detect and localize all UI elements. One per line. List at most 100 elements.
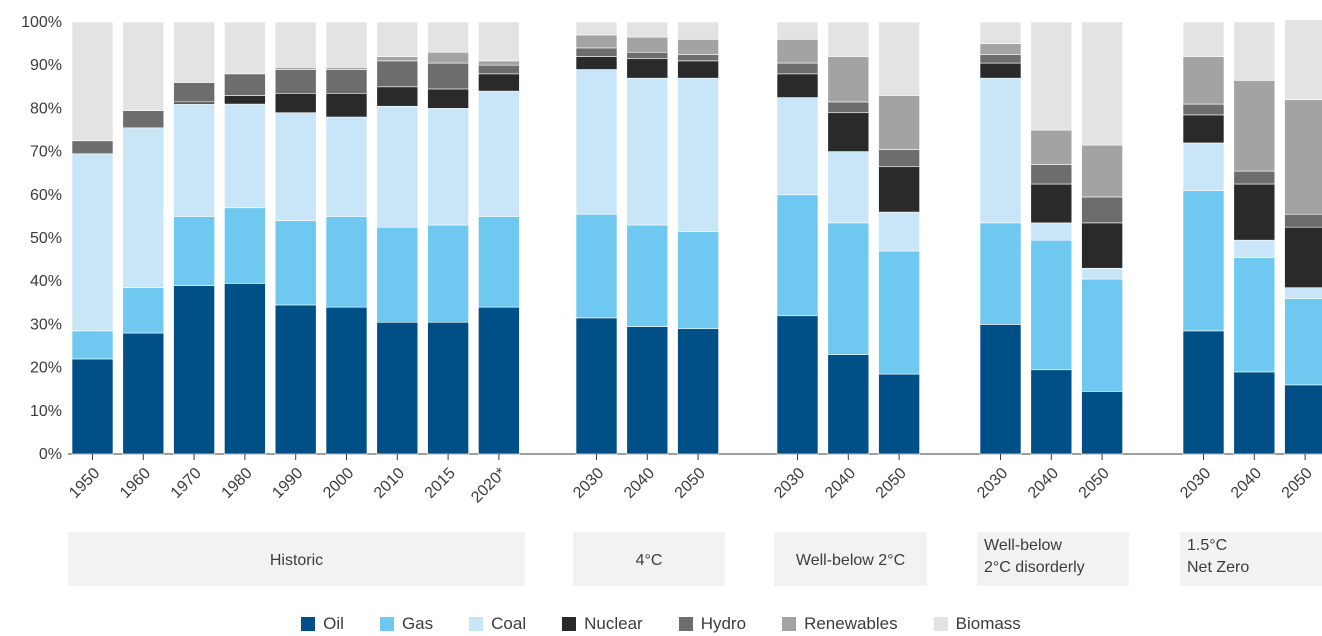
group-label: Well-below 2°C — [796, 552, 905, 569]
bar-segment — [1081, 21, 1123, 146]
legend-item: Biomass — [933, 614, 1021, 634]
group-box — [977, 532, 1129, 586]
bar-segment — [979, 43, 1022, 55]
legend-swatch — [562, 617, 577, 631]
bar-segment — [878, 373, 920, 455]
bar-segment — [173, 216, 215, 286]
y-tick-label: 30% — [30, 316, 62, 333]
bar-segment — [827, 151, 870, 224]
bar-segment — [122, 332, 165, 455]
legend-item: Gas — [379, 614, 434, 634]
bar-segment — [776, 97, 819, 196]
y-tick-label: 60% — [30, 187, 62, 204]
bar-segment — [1284, 226, 1322, 288]
bar-segment — [677, 328, 719, 455]
bar-segment — [224, 283, 266, 455]
bar-segment — [274, 21, 317, 68]
group-label: 2°C disorderly — [984, 559, 1085, 576]
bar-segment — [274, 92, 317, 114]
bar-segment — [71, 21, 114, 142]
bar-segment — [478, 306, 520, 455]
bar-segment — [224, 103, 266, 209]
x-tick-label: 2000 — [320, 465, 357, 502]
stacked-bar-chart: 0% 10% 20% 30% 40% 50% 60% 70% 80% 90% 100% 1950 196… — [21, 14, 1322, 586]
y-tick-label: 20% — [30, 360, 62, 377]
bar-segment — [478, 90, 520, 217]
bar-segment — [827, 21, 870, 57]
bar-segment — [575, 213, 618, 319]
bar-segment — [626, 58, 669, 79]
x-tick-label: 2020* — [468, 465, 510, 507]
group-box — [774, 532, 927, 586]
bar-segment — [71, 358, 114, 455]
bar-segment — [1081, 267, 1123, 280]
bar-segment — [827, 56, 870, 103]
bar-segment — [979, 222, 1022, 325]
bar-segment — [1182, 103, 1225, 116]
bar-segment — [478, 73, 520, 92]
group-label: Net Zero — [1187, 559, 1249, 576]
legend-swatch — [301, 617, 316, 631]
bar-segment — [677, 77, 719, 232]
group-label: Well-below — [984, 537, 1062, 554]
bar-segment — [122, 21, 165, 111]
bar-segment — [1030, 21, 1073, 131]
bar-segment — [575, 56, 618, 70]
bar-segment — [325, 21, 368, 68]
bar-segment — [878, 21, 920, 96]
bar-segment — [325, 216, 368, 308]
bar-segment — [122, 110, 165, 129]
x-tick-label: 2030 — [570, 465, 607, 502]
legend-item: Nuclear — [562, 614, 643, 634]
legend-label: Renewables — [804, 614, 898, 633]
bar-segment — [376, 86, 419, 107]
bar-segment — [575, 21, 618, 36]
bar-segment — [1081, 196, 1123, 224]
bar-segment — [325, 306, 368, 455]
x-tick-label: 2015 — [422, 465, 459, 502]
bar-segment — [1233, 80, 1276, 172]
bar-segment — [1284, 298, 1322, 386]
bar-segment — [427, 108, 469, 226]
bar-segment — [827, 112, 870, 152]
bar-segment — [274, 112, 317, 222]
bar-segment — [325, 92, 368, 118]
bar-segment — [224, 73, 266, 96]
bar-segment — [1030, 239, 1073, 371]
bar-segment — [1182, 56, 1225, 105]
legend-item: Renewables — [782, 614, 898, 634]
bar-segment — [575, 47, 618, 57]
legend-label: Oil — [323, 614, 344, 633]
bar-segment — [1182, 142, 1225, 191]
bar-segment — [979, 21, 1022, 44]
legend-swatch — [469, 617, 484, 631]
bar-segment — [878, 211, 920, 252]
bar-segment — [575, 317, 618, 455]
bar-segment — [1233, 183, 1276, 241]
bar-segment — [1081, 222, 1123, 269]
bar-segment — [1182, 114, 1225, 144]
bar-segment — [979, 324, 1022, 455]
bar-segment — [1284, 99, 1322, 215]
bar-segment — [626, 224, 669, 327]
bar-segment — [1284, 384, 1322, 455]
bar-segment — [71, 330, 114, 360]
bar-segment — [478, 216, 520, 308]
bar-segment — [173, 82, 215, 103]
y-tick-label: 10% — [30, 403, 62, 420]
bar-segment — [376, 56, 419, 62]
legend-label: Gas — [401, 614, 434, 633]
legend-swatch — [782, 617, 797, 631]
bar-segment — [376, 21, 419, 57]
x-tick-label: 2050 — [672, 465, 709, 502]
bar-segment — [71, 140, 114, 155]
bar-segment — [274, 220, 317, 306]
group-box — [573, 532, 725, 586]
x-tick-label: 1950 — [66, 465, 103, 502]
bar-segment — [1233, 21, 1276, 81]
x-tick-label: 2050 — [1076, 465, 1113, 502]
bar-segment — [427, 21, 469, 53]
bar-segment — [376, 105, 419, 228]
legend-item: Oil — [301, 614, 344, 634]
y-tick-label: 80% — [30, 100, 62, 117]
